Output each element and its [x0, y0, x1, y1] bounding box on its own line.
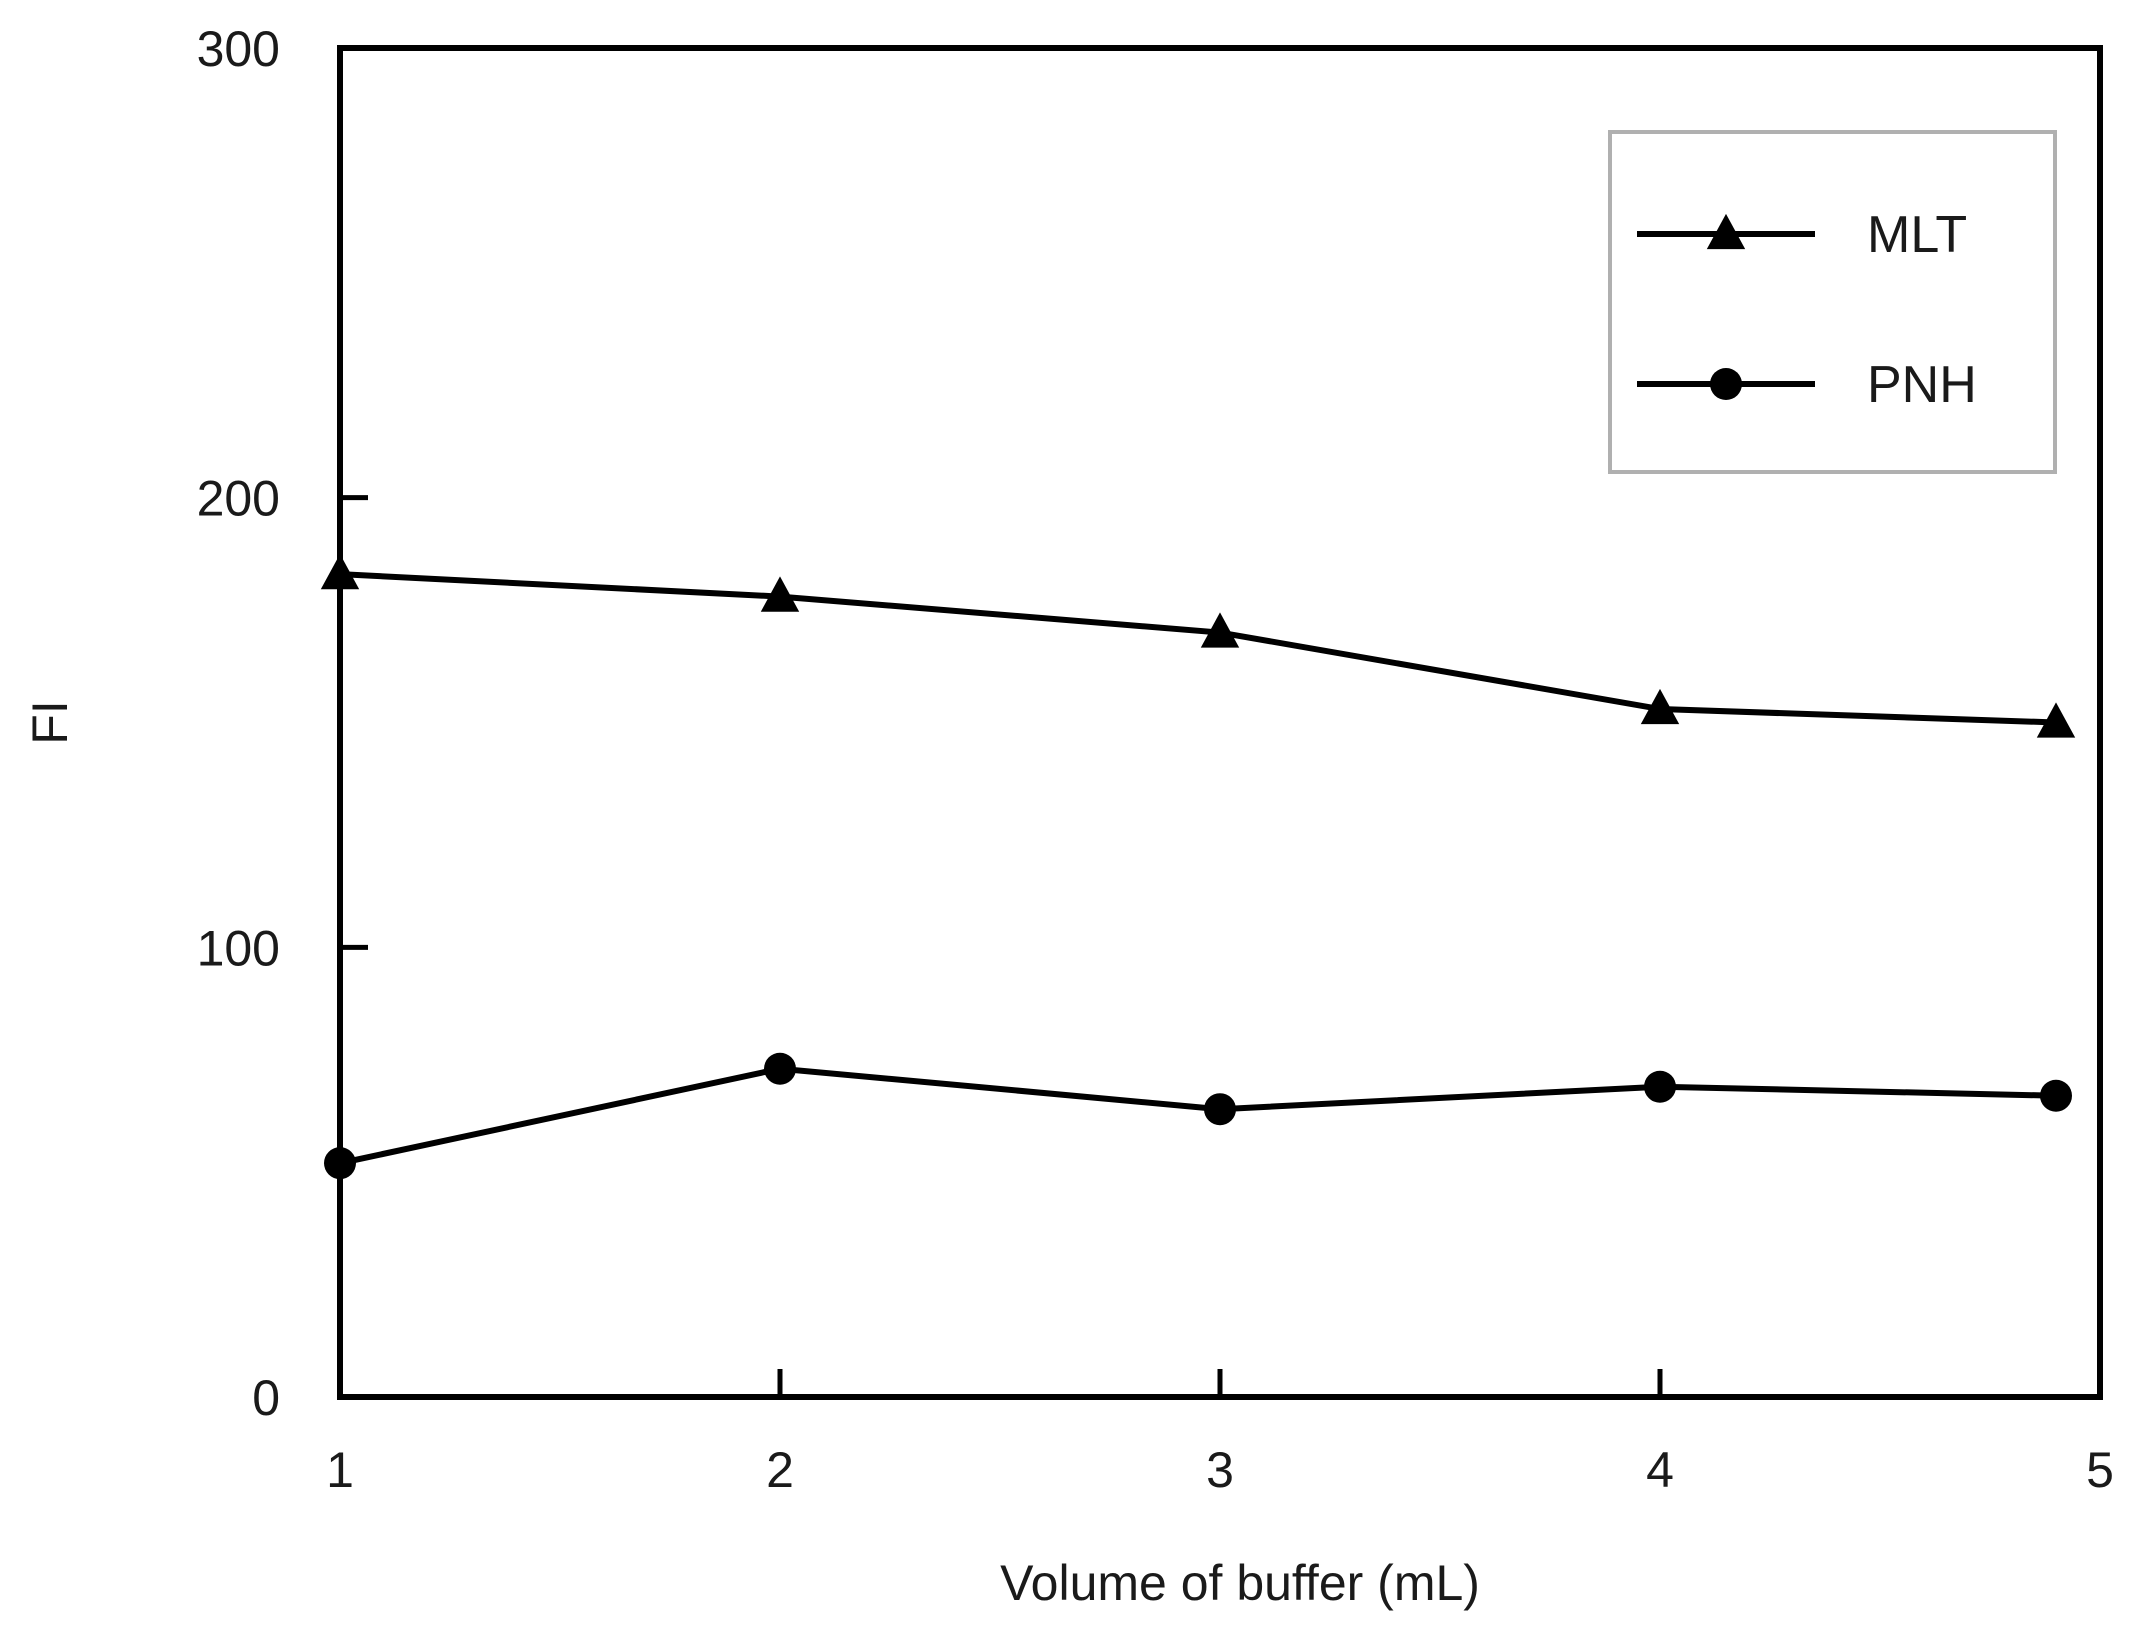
- pnh-data-point: [2040, 1079, 2072, 1112]
- y-tick-label: 200: [197, 471, 280, 527]
- x-tick-label: 2: [766, 1442, 794, 1498]
- x-tick-label: 3: [1206, 1442, 1234, 1498]
- x-tick-label: 1: [326, 1442, 354, 1498]
- x-tick-label: 5: [2086, 1442, 2114, 1498]
- pnh-data-point: [764, 1052, 796, 1085]
- pnh-data-point: [1204, 1093, 1236, 1126]
- mlt-data-point: [320, 553, 360, 590]
- y-axis-label: FI: [22, 700, 78, 744]
- mlt-data-point: [1640, 688, 1680, 725]
- pnh-data-point: [324, 1147, 356, 1180]
- mlt-data-point: [760, 576, 800, 612]
- pnh-data-point: [1644, 1070, 1676, 1103]
- series-mlt: [320, 553, 2076, 738]
- x-axis-label: Volume of buffer (mL): [1000, 1555, 1480, 1611]
- legend-item-mlt: MLT: [1637, 206, 1967, 264]
- legend-label-mlt: MLT: [1867, 206, 1967, 264]
- legend-label-pnh: PNH: [1867, 356, 1977, 414]
- series-line-pnh: [339, 1065, 2057, 1167]
- mlt-data-point: [1200, 612, 1240, 648]
- y-tick-label: 0: [252, 1370, 280, 1426]
- legend-marker-mlt: [1706, 213, 1746, 250]
- legend-item-pnh: PNH: [1637, 356, 1977, 414]
- legend-marker-pnh: [1710, 368, 1742, 400]
- y-tick-label: 300: [197, 21, 280, 77]
- mlt-data-point: [2036, 702, 2076, 738]
- legend-box: [1608, 130, 2057, 474]
- x-tick-label: 4: [1646, 1442, 1674, 1498]
- y-tick-label: 100: [197, 920, 280, 976]
- series-line-mlt: [339, 571, 2057, 726]
- series-pnh: [324, 1052, 2072, 1180]
